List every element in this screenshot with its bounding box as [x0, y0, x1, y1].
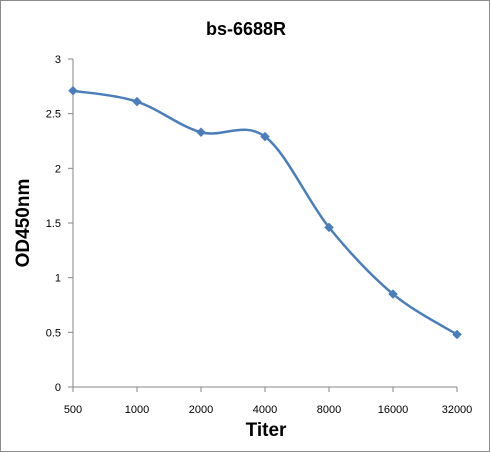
series-line: [71, 89, 459, 336]
x-tick-label: 32000: [442, 404, 473, 416]
series-layer: [68, 85, 462, 340]
x-tick-label: 2000: [189, 404, 213, 416]
y-tick-label: 2: [55, 163, 61, 175]
y-tick-label: 3: [55, 54, 61, 66]
y-tick-label: 0: [55, 382, 61, 394]
x-tick-label: 8000: [317, 404, 341, 416]
data-point-marker: [68, 85, 78, 96]
y-tick-labels: 0 0.5 1 1.5 2 2.5 3: [46, 54, 61, 394]
x-axis-title: Titer: [246, 420, 287, 441]
y-axis-title: OD450nm: [13, 179, 34, 268]
data-point-marker: [196, 127, 206, 138]
axes: [68, 58, 458, 392]
data-point-marker: [260, 131, 270, 142]
x-tick-label: 16000: [378, 404, 409, 416]
y-tick-label: 1: [55, 273, 61, 285]
x-tick-label: 4000: [253, 404, 277, 416]
x-tick-label: 500: [64, 404, 82, 416]
data-point-marker: [452, 329, 462, 340]
y-tick-label: 2.5: [46, 109, 61, 121]
x-tick-label: 1000: [125, 404, 149, 416]
chart-title: bs-6688R: [206, 19, 286, 39]
y-tick-label: 1.5: [46, 218, 61, 230]
y-tick-label: 0.5: [46, 327, 61, 339]
data-point-marker: [132, 96, 142, 107]
data-point-marker: [388, 289, 398, 299]
data-point-marker: [324, 222, 334, 233]
x-tick-labels: 500 1000 2000 4000 8000 16000 32000: [64, 404, 472, 416]
